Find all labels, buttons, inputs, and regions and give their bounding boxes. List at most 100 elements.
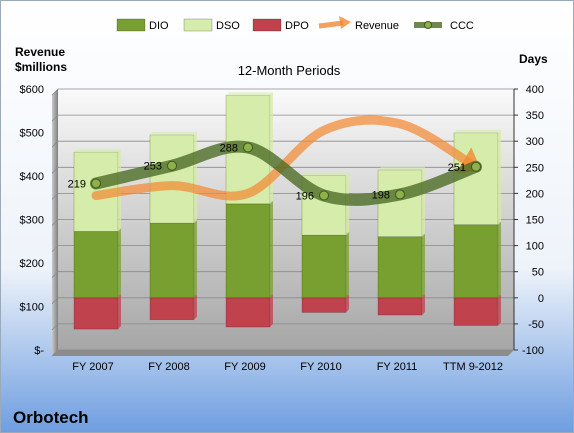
gridline-diag bbox=[51, 271, 59, 278]
gridline-diag bbox=[51, 323, 59, 331]
left-tick-label: $200 bbox=[20, 258, 44, 270]
ccc-point bbox=[319, 190, 329, 201]
dpo-bar bbox=[453, 297, 499, 326]
left-tick-label: $600 bbox=[20, 84, 44, 96]
x-tick-label: FY 2009 bbox=[224, 361, 265, 373]
dio-bar-side bbox=[194, 220, 197, 298]
x-axis-ticks: FY 2007 FY 2008 FY 2009 FY 2010 FY 2011 TTM 9… bbox=[72, 361, 503, 373]
right-tick-label: -100 bbox=[522, 345, 544, 357]
dso-bar-side bbox=[422, 166, 425, 237]
ccc-data-label: 196 bbox=[296, 190, 314, 202]
dio-bar bbox=[301, 234, 347, 299]
ccc-point bbox=[167, 160, 177, 171]
dpo-bar bbox=[225, 297, 271, 328]
dpo-bar-side bbox=[346, 294, 349, 313]
left-tick-label: $100 bbox=[20, 302, 44, 314]
dpo-bar-side bbox=[270, 294, 273, 328]
dso-bar-side bbox=[194, 131, 197, 224]
dpo-bar bbox=[301, 297, 347, 313]
gridline-diag bbox=[51, 297, 59, 305]
ccc-data-label: 198 bbox=[372, 189, 390, 201]
dso-bar-side bbox=[270, 92, 273, 204]
right-tick-label: 300 bbox=[526, 136, 544, 148]
dpo-bar bbox=[149, 297, 195, 321]
dso-bar-top bbox=[74, 149, 121, 153]
legend-label-revenue: Revenue bbox=[355, 20, 399, 32]
dio-bar-side bbox=[270, 200, 273, 298]
right-tick-label: 50 bbox=[532, 267, 544, 279]
plot-floor bbox=[52, 350, 514, 356]
dso-bar bbox=[377, 169, 423, 238]
ccc-data-label: 251 bbox=[448, 162, 466, 174]
x-tick-label: FY 2011 bbox=[377, 361, 418, 373]
dpo-bar-side bbox=[194, 294, 197, 320]
gridline-diag bbox=[51, 219, 59, 226]
right-tick-label: 150 bbox=[526, 215, 544, 227]
dio-bar-side bbox=[498, 221, 501, 298]
right-axis-label: Days bbox=[519, 52, 548, 66]
left-axis-label-line1: Revenue bbox=[15, 45, 65, 59]
dio-bar bbox=[73, 231, 119, 299]
left-tick-label: $400 bbox=[20, 171, 44, 183]
dio-bar bbox=[149, 222, 195, 299]
plot-area: 219 253 288 196 198 251 bbox=[51, 88, 514, 357]
dio-bar-side bbox=[346, 232, 349, 298]
right-axis-ticks: -100 -50 0 50 100 150 200 250 300 350 400 bbox=[513, 84, 544, 357]
left-tick-label: $- bbox=[34, 345, 44, 357]
dso-bar-top bbox=[454, 129, 501, 133]
left-axis-label-line2: $millions bbox=[15, 60, 67, 74]
legend-label-dio: DIO bbox=[149, 20, 169, 32]
legend-swatch-dpo bbox=[252, 18, 282, 32]
legend-swatch-revenue bbox=[318, 20, 344, 29]
dso-bar-top bbox=[378, 166, 425, 170]
ccc-point bbox=[91, 178, 101, 189]
right-tick-label: 0 bbox=[538, 293, 544, 305]
dpo-bar-side bbox=[422, 294, 425, 316]
ccc-point bbox=[395, 189, 405, 200]
ccc-data-label: 288 bbox=[220, 142, 238, 154]
dso-bar-top bbox=[226, 92, 273, 96]
ccc-point bbox=[243, 142, 253, 153]
gridline-diag bbox=[51, 193, 59, 200]
right-tick-label: 100 bbox=[526, 241, 544, 253]
dso-bar bbox=[149, 134, 195, 224]
left-tick-label: $300 bbox=[20, 215, 44, 227]
dpo-bar bbox=[73, 297, 119, 330]
legend-label-dpo: DPO bbox=[285, 20, 309, 32]
legend-swatch-ccc-dot bbox=[424, 21, 432, 29]
legend-label-ccc: CCC bbox=[450, 20, 474, 32]
dio-bar-side bbox=[422, 233, 425, 298]
dpo-bar-side bbox=[118, 294, 121, 330]
gridline-diag bbox=[51, 140, 59, 148]
legend-swatch-dio bbox=[116, 18, 146, 32]
x-tick-label: FY 2010 bbox=[300, 361, 341, 373]
legend-swatch-revenue-head bbox=[339, 16, 351, 29]
legend-label-dso: DSO bbox=[216, 20, 240, 32]
right-tick-label: -50 bbox=[528, 319, 544, 331]
left-tick-label: $500 bbox=[20, 128, 44, 140]
dpo-bar-side bbox=[498, 294, 501, 326]
ccc-point bbox=[471, 161, 481, 172]
dso-bar-side bbox=[498, 129, 501, 225]
legend-swatch-dso bbox=[183, 18, 213, 32]
ccc-data-label: 219 bbox=[68, 178, 86, 190]
x-tick-label: FY 2007 bbox=[72, 361, 113, 373]
dso-bar-top bbox=[302, 172, 349, 176]
gridline-diag bbox=[51, 114, 59, 122]
left-axis-ticks: $- $100 $200 $300 $400 $500 $600 bbox=[20, 84, 45, 357]
gridline-diag bbox=[51, 245, 59, 252]
dio-bar bbox=[225, 203, 271, 299]
dso-bar-top bbox=[150, 131, 197, 135]
right-tick-label: 200 bbox=[526, 188, 544, 200]
right-tick-label: 400 bbox=[526, 84, 544, 96]
x-tick-label: TTM 9-2012 bbox=[443, 361, 503, 373]
ccc-data-label: 253 bbox=[144, 161, 162, 173]
x-tick-label: FY 2008 bbox=[148, 361, 189, 373]
company-name: Orbotech bbox=[13, 408, 89, 427]
gridline-diag bbox=[51, 167, 59, 174]
right-tick-label: 350 bbox=[526, 110, 544, 122]
right-tick-label: 250 bbox=[526, 162, 544, 174]
chart-title: 12-Month Periods bbox=[238, 63, 341, 78]
